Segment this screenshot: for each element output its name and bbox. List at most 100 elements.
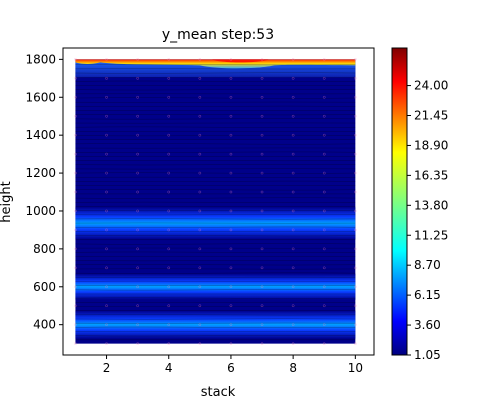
sample-point <box>260 133 264 137</box>
sample-point <box>229 266 233 270</box>
plot-frame <box>62 47 375 356</box>
sample-point <box>105 342 108 345</box>
sample-point <box>105 304 108 308</box>
sample-point <box>167 304 171 308</box>
sample-point <box>229 228 233 232</box>
sample-point <box>229 95 233 99</box>
sample-point <box>167 133 171 137</box>
sample-point <box>229 114 233 118</box>
sample-point <box>291 76 295 80</box>
sample-point <box>353 323 357 327</box>
colorbar-tick-label: 16.35 <box>414 168 448 182</box>
sample-point <box>74 133 77 137</box>
sample-point <box>353 266 357 270</box>
sample-point <box>229 171 233 175</box>
sample-point <box>198 342 202 345</box>
sample-point <box>322 152 326 156</box>
colorbar-tick-label: 18.90 <box>414 138 448 152</box>
colorbar-tick-label: 11.25 <box>414 228 448 242</box>
sample-point <box>136 152 139 156</box>
sample-point <box>74 58 77 61</box>
sample-point <box>291 209 295 213</box>
x-axis-ticks: 2 4 6 8 10 <box>103 355 363 375</box>
x-axis-label: stack <box>201 385 236 400</box>
sample-point <box>105 266 108 270</box>
sample-point <box>229 133 233 137</box>
sample-point <box>74 304 77 308</box>
sample-point <box>353 95 357 99</box>
x-tick-label: 10 <box>348 361 363 375</box>
sample-point <box>105 323 108 327</box>
band-400-fill <box>75 310 356 339</box>
sample-point <box>74 171 77 175</box>
contour-line <box>75 118 356 120</box>
sample-point <box>105 190 108 194</box>
sample-point <box>229 152 233 156</box>
sample-point <box>291 58 295 61</box>
contour-line <box>75 97 356 99</box>
sample-point <box>105 285 108 289</box>
sample-point <box>322 190 326 194</box>
sample-point <box>291 95 295 99</box>
sample-point <box>136 304 139 308</box>
sample-point <box>229 58 233 61</box>
colorbar: 1.05 3.60 6.15 8.70 11.25 13.80 16.35 18.90 21.4… <box>391 47 448 362</box>
sample-point <box>136 209 139 213</box>
y-tick-label: 1000 <box>25 204 56 218</box>
sample-point <box>167 171 171 175</box>
sample-point <box>167 95 171 99</box>
sample-point <box>136 76 139 80</box>
sample-point <box>74 95 77 99</box>
sample-point <box>322 171 326 175</box>
colorbar-ticks: 1.05 3.60 6.15 8.70 11.25 13.80 16.35 18.90 21.4… <box>407 79 448 362</box>
sample-point <box>198 133 202 137</box>
sample-point <box>167 152 171 156</box>
sample-point <box>353 209 357 213</box>
contour-line <box>75 172 356 174</box>
sample-point <box>353 247 357 251</box>
sample-point <box>291 152 295 156</box>
sample-point <box>167 114 171 118</box>
colorbar-tick-label: 21.45 <box>414 109 448 123</box>
contour-line <box>75 318 356 320</box>
sample-point <box>198 76 202 80</box>
sample-point <box>229 304 233 308</box>
sample-point <box>198 58 202 61</box>
y-axis-ticks: 400 600 800 1000 1200 1400 1600 1800 <box>25 52 63 332</box>
sample-point <box>74 114 77 118</box>
colorbar-gradient <box>391 47 408 356</box>
sample-point <box>105 114 108 118</box>
sample-point <box>322 285 326 289</box>
band-400 <box>75 310 356 339</box>
sample-point <box>260 228 264 232</box>
sample-point <box>74 209 77 213</box>
x-tick-label: 2 <box>103 361 111 375</box>
sample-point <box>229 285 233 289</box>
sample-point <box>322 95 326 99</box>
contour-line <box>75 289 356 291</box>
sample-point <box>353 152 357 156</box>
sample-point <box>167 58 171 61</box>
sample-point <box>167 228 171 232</box>
contour-line <box>75 72 356 74</box>
y-axis-label: height <box>0 181 14 222</box>
sample-point <box>74 323 77 327</box>
sample-point <box>353 114 357 118</box>
contour-line <box>75 218 356 220</box>
colorbar-tick-label: 24.00 <box>414 79 448 93</box>
contour-line <box>75 335 356 337</box>
sample-point <box>322 114 326 118</box>
y-tick-label: 800 <box>33 242 56 256</box>
sample-point <box>105 171 108 175</box>
sample-point <box>322 76 326 80</box>
contour-line <box>75 205 356 207</box>
hotspot-core <box>212 59 269 63</box>
sample-point <box>353 285 357 289</box>
band-600-fill <box>75 273 356 300</box>
sample-point <box>105 76 108 80</box>
sample-point <box>260 58 264 61</box>
sample-point <box>74 190 77 194</box>
contour-lines <box>75 64 356 341</box>
contour-line <box>75 235 356 237</box>
